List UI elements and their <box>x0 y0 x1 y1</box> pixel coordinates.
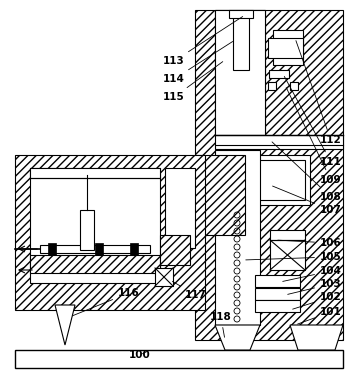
Bar <box>268 38 303 58</box>
Text: 106: 106 <box>278 238 342 248</box>
Bar <box>255 300 300 312</box>
Bar <box>255 160 305 200</box>
Bar <box>15 350 343 368</box>
Bar <box>215 10 265 135</box>
Bar <box>165 168 195 248</box>
Text: 115: 115 <box>163 62 223 102</box>
Text: 103: 103 <box>288 279 342 294</box>
Bar <box>30 255 160 273</box>
Text: 113: 113 <box>163 16 243 66</box>
Text: 108: 108 <box>272 142 342 202</box>
Text: 112: 112 <box>296 40 342 145</box>
Text: 107: 107 <box>272 186 342 215</box>
Text: 104: 104 <box>283 266 342 281</box>
Bar <box>215 135 343 149</box>
Bar <box>30 168 160 178</box>
Bar <box>195 155 245 235</box>
Bar <box>250 155 310 205</box>
Text: 117: 117 <box>173 281 207 300</box>
Polygon shape <box>290 325 343 350</box>
Bar <box>215 150 260 325</box>
Bar <box>268 82 276 90</box>
Text: 105: 105 <box>246 252 342 262</box>
Bar <box>15 155 205 310</box>
Text: 101: 101 <box>297 307 342 324</box>
Bar <box>195 10 343 340</box>
Bar <box>130 243 138 255</box>
Bar <box>95 243 103 255</box>
Text: 100: 100 <box>129 350 151 360</box>
Polygon shape <box>215 325 260 350</box>
Text: 111: 111 <box>284 76 342 167</box>
Bar <box>270 240 305 270</box>
Text: 114: 114 <box>163 42 233 84</box>
Bar <box>255 288 300 300</box>
Bar <box>255 275 300 287</box>
Bar <box>270 230 305 250</box>
Bar <box>215 10 265 135</box>
Text: 116: 116 <box>64 288 140 319</box>
Bar <box>155 268 173 286</box>
Bar <box>40 245 150 253</box>
Bar <box>30 168 160 283</box>
Bar <box>269 70 289 78</box>
Bar <box>48 243 56 255</box>
Bar <box>233 15 249 70</box>
Bar <box>273 30 303 65</box>
Polygon shape <box>55 305 75 345</box>
Bar <box>160 235 190 265</box>
Text: 102: 102 <box>292 292 342 309</box>
Text: 109: 109 <box>286 87 342 185</box>
Bar <box>80 210 94 250</box>
Bar <box>229 10 253 18</box>
Text: 118: 118 <box>210 312 232 337</box>
Bar <box>290 82 298 90</box>
